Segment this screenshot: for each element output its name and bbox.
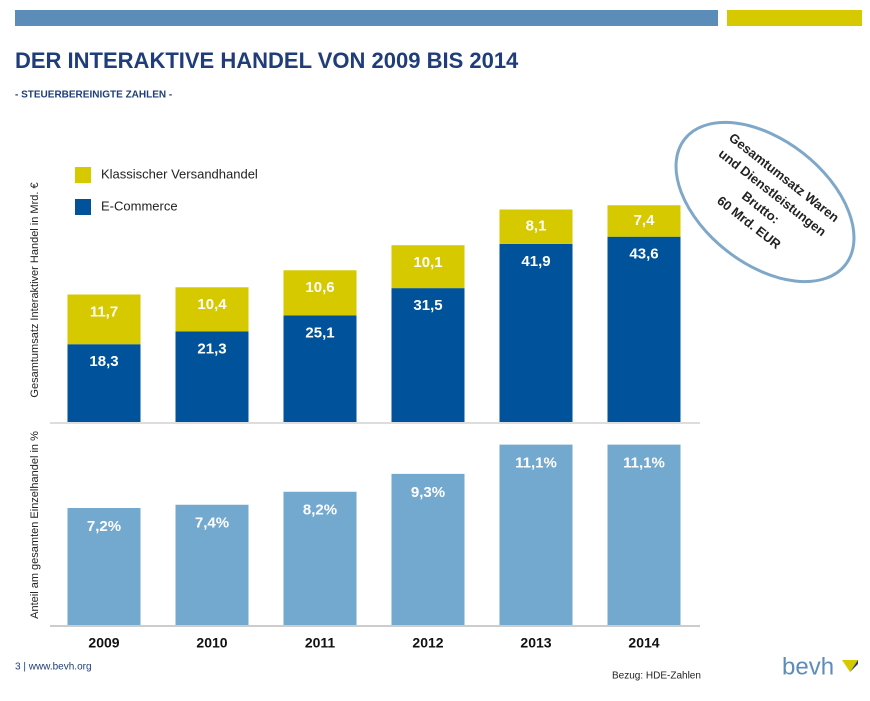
data-label: 18,3 xyxy=(89,353,118,370)
data-label: 21,3 xyxy=(197,340,226,357)
data-label: 11,1% xyxy=(515,455,557,472)
bar xyxy=(175,504,249,625)
y-axis-label: Anteil am gesamten Einzelhandel in % xyxy=(29,431,41,619)
data-label: 7,4 xyxy=(634,212,656,229)
bar-segment xyxy=(175,331,249,422)
bar-segment xyxy=(283,270,357,316)
bar-segment xyxy=(175,287,249,332)
data-label: 9,3% xyxy=(411,484,445,501)
bar-segment xyxy=(67,294,141,345)
source: Bezug: HDE-Zahlen xyxy=(612,671,701,682)
data-label: 10,6 xyxy=(305,279,334,296)
y-axis-label: Gesamtumsatz Interaktiver Handel in Mrd.… xyxy=(29,182,41,397)
data-label: 41,9 xyxy=(521,253,550,270)
bar-segment xyxy=(499,243,573,422)
bar xyxy=(607,444,681,625)
logo: bevh xyxy=(782,653,834,680)
x-tick-label: 2009 xyxy=(88,635,119,651)
subtitle: - STEUERBEREINIGTE ZAHLEN - xyxy=(15,90,172,101)
bar-segment xyxy=(283,315,357,422)
data-label: 11,7 xyxy=(90,303,118,320)
data-label: 8,2% xyxy=(303,502,337,519)
bar-segment xyxy=(67,344,141,422)
data-label: 10,4 xyxy=(197,296,227,313)
bar-segment xyxy=(607,236,681,422)
legend-swatch xyxy=(75,199,91,215)
legend-swatch xyxy=(75,167,91,183)
data-label: 10,1 xyxy=(413,254,442,271)
logo-icon xyxy=(842,660,858,672)
bar xyxy=(67,508,141,625)
x-tick-label: 2011 xyxy=(305,635,336,651)
data-label: 7,4% xyxy=(195,515,229,532)
data-label: 43,6 xyxy=(629,246,658,263)
bar-segment xyxy=(391,245,465,289)
bar xyxy=(499,444,573,625)
data-label: 11,1% xyxy=(623,455,665,472)
x-tick-label: 2010 xyxy=(196,635,227,651)
data-label: 31,5 xyxy=(413,297,442,314)
logo-icon xyxy=(850,660,858,672)
header-bar-accent xyxy=(727,10,862,26)
x-tick-label: 2014 xyxy=(628,635,659,651)
data-label: 25,1 xyxy=(305,324,334,341)
bar xyxy=(391,473,465,625)
data-label: 8,1 xyxy=(526,218,547,235)
bar-segment xyxy=(607,205,681,237)
annotation-ellipse xyxy=(674,120,856,284)
bar-segment xyxy=(391,288,465,422)
legend-label: E-Commerce xyxy=(101,198,178,213)
x-tick-label: 2013 xyxy=(520,635,551,651)
bar-segment xyxy=(499,209,573,244)
data-label: 7,2% xyxy=(87,518,121,535)
x-tick-label: 2012 xyxy=(412,635,443,651)
bar xyxy=(283,491,357,625)
header-bar xyxy=(15,10,718,26)
footer: 3 | www.bevh.org xyxy=(15,662,92,673)
legend-label: Klassischer Versandhandel xyxy=(101,166,258,181)
page-title: DER INTERAKTIVE HANDEL VON 2009 BIS 2014 xyxy=(15,48,519,73)
